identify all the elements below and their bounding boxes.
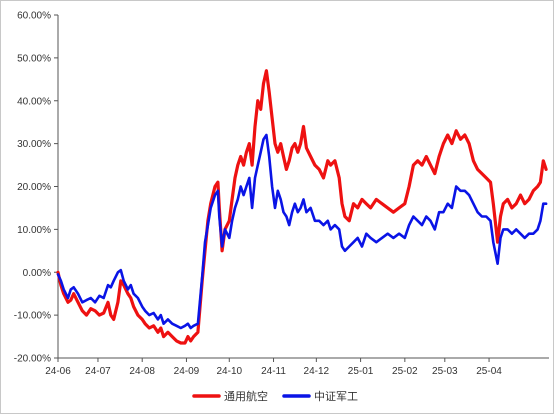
y-tick-label: -10.00% [14, 311, 51, 322]
legend: 通用航空 中证军工 [192, 389, 358, 403]
x-tick-label: 24-09 [174, 366, 200, 377]
series-line-csi-military [56, 133, 548, 330]
x-tick-label: 24-12 [304, 366, 330, 377]
legend-label: 中证军工 [314, 390, 358, 403]
x-tick-label: 25-01 [348, 366, 374, 377]
x-tick-label: 24-06 [45, 366, 71, 377]
y-tick-label: 40.00% [17, 96, 51, 107]
series-line-general-aviation [56, 69, 548, 345]
x-tick-label: 24-11 [261, 366, 286, 377]
axes: -20.00% -10.00% 0.00% 10.00% 20.00% 30.00% 40.… [14, 11, 549, 377]
y-tick-label: 20.00% [17, 182, 51, 193]
x-tick-label: 24-10 [216, 366, 242, 377]
y-tick-label: 30.00% [17, 139, 51, 150]
x-tick-label: 24-08 [129, 366, 155, 377]
y-tick-label: 0.00% [23, 268, 51, 279]
series-layer [56, 69, 548, 345]
x-tick-label: 25-04 [476, 366, 502, 377]
legend-label: 通用航空 [224, 389, 268, 403]
y-tick-label: 10.00% [17, 225, 51, 236]
y-tick-label: -20.00% [14, 354, 51, 365]
x-tick-label: 24-07 [85, 366, 111, 377]
x-tick-label: 25-03 [432, 366, 458, 377]
y-tick-label: 50.00% [17, 53, 51, 64]
y-tick-label: 60.00% [17, 11, 51, 22]
x-tick-label: 25-02 [392, 366, 418, 377]
